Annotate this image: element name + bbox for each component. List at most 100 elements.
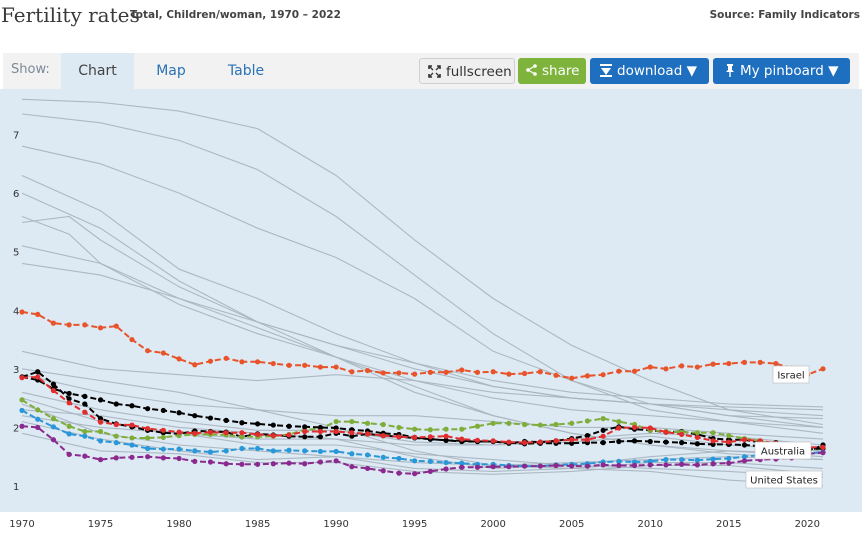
data-point: [631, 368, 638, 374]
pinboard-label: My pinboard ▼: [740, 63, 839, 79]
y-tick-label: 4: [13, 306, 19, 317]
y-tick-label: 5: [13, 248, 19, 259]
data-point: [317, 459, 324, 465]
tab-map[interactable]: Map: [156, 63, 186, 79]
data-point: [82, 453, 88, 459]
data-point: [254, 359, 261, 365]
download-label: download ▼: [617, 63, 697, 79]
data-point: [317, 364, 324, 370]
y-tick-label: 2: [13, 423, 19, 434]
series-line: [21, 376, 824, 451]
data-point: [600, 462, 606, 468]
data-point: [364, 420, 371, 426]
data-point: [364, 452, 371, 458]
source-label: Source: Family Indicators: [709, 9, 860, 21]
data-point: [82, 433, 88, 439]
tab-chart[interactable]: Chart: [61, 53, 134, 89]
y-tick-label: 6: [13, 189, 19, 200]
data-point: [726, 360, 732, 367]
x-tick-label: 2000: [480, 519, 505, 530]
data-point: [490, 464, 496, 470]
data-point: [647, 462, 653, 468]
data-point: [82, 409, 88, 415]
data-point: [145, 348, 151, 354]
data-point: [647, 364, 653, 370]
data-point: [223, 417, 229, 423]
data-point: [584, 437, 591, 443]
data-point: [553, 421, 559, 428]
share-button[interactable]: share: [518, 58, 586, 84]
data-point: [506, 371, 512, 377]
data-point: [490, 438, 496, 444]
pinboard-button[interactable]: My pinboard ▼: [713, 58, 850, 84]
data-point: [412, 434, 418, 440]
tab-table[interactable]: Table: [227, 63, 265, 79]
fullscreen-button[interactable]: fullscreen: [419, 58, 515, 84]
data-point: [129, 422, 135, 428]
data-point: [302, 461, 308, 467]
data-point: [553, 438, 559, 444]
series-label-box: [772, 365, 810, 384]
series-line: [21, 350, 824, 417]
data-point: [66, 423, 72, 429]
data-point: [427, 468, 433, 474]
data-point: [66, 322, 72, 328]
data-point: [207, 429, 214, 435]
data-point: [286, 423, 292, 429]
data-point: [584, 433, 591, 439]
data-point: [820, 450, 826, 456]
data-point: [710, 438, 716, 444]
download-button[interactable]: download ▼: [590, 58, 709, 84]
data-point: [113, 323, 119, 329]
data-point: [537, 439, 543, 445]
header: Fertility rates Total, Children/woman, 1…: [0, 0, 866, 36]
data-point: [364, 465, 371, 472]
data-point: [35, 374, 41, 380]
data-point: [521, 370, 528, 377]
data-point: [129, 403, 135, 409]
series-line: [21, 375, 823, 449]
data-point: [726, 439, 732, 445]
data-point: [726, 433, 732, 439]
data-point: [19, 397, 25, 403]
data-point: [380, 468, 386, 474]
data-point: [741, 437, 748, 443]
data-point: [50, 437, 57, 443]
data-point: [427, 458, 433, 464]
data-point: [333, 428, 339, 435]
data-point: [223, 448, 229, 454]
data-point: [82, 401, 88, 407]
data-point: [317, 428, 324, 435]
data-point: [207, 449, 214, 455]
data-point: [50, 381, 57, 387]
data-point: [726, 460, 732, 466]
data-point: [490, 369, 496, 375]
data-point: [757, 359, 763, 365]
data-point: [66, 396, 72, 402]
series-label-box: [745, 470, 823, 489]
fertility-chart: 1 2 3 4 5 6 7 1970 1975 1980 1985 1990 1995 2000 2005 2…: [0, 89, 862, 530]
data-point: [647, 425, 653, 431]
data-point: [19, 407, 25, 414]
series-line: [21, 98, 824, 426]
data-point: [286, 460, 292, 466]
data-point: [82, 428, 88, 435]
data-point: [396, 455, 402, 462]
data-point: [553, 462, 559, 469]
data-point: [694, 457, 700, 463]
show-label: Show:: [11, 62, 50, 77]
data-point: [254, 461, 261, 467]
data-point: [443, 437, 449, 443]
x-tick-label: 2010: [638, 519, 663, 530]
data-point: [239, 445, 245, 452]
data-point: [333, 448, 339, 455]
data-point: [380, 433, 386, 439]
data-point: [192, 430, 198, 436]
data-point: [239, 359, 245, 365]
data-point: [145, 445, 151, 452]
data-point: [82, 322, 88, 328]
data-point: [270, 433, 276, 439]
data-point: [270, 448, 276, 454]
data-point: [239, 430, 245, 436]
data-point: [129, 435, 135, 441]
